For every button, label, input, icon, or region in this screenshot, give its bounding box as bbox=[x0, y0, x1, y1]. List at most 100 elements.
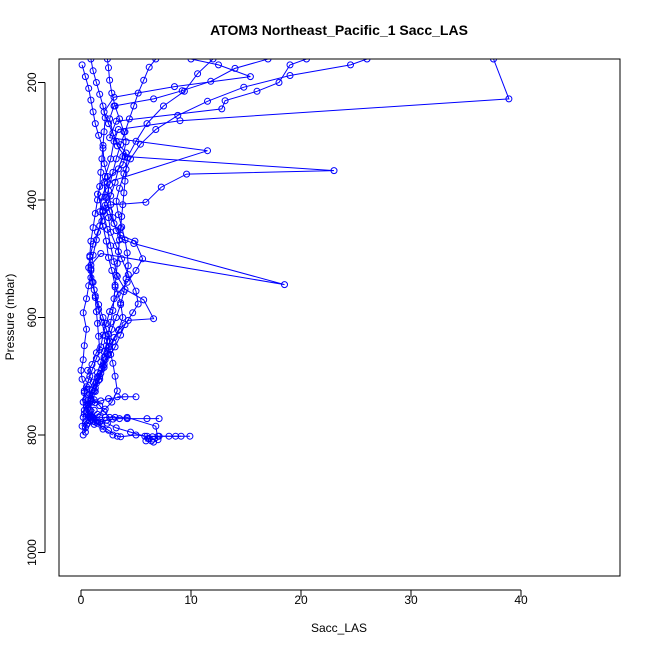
data-point bbox=[108, 89, 116, 97]
data-point bbox=[240, 83, 248, 91]
data-point bbox=[112, 424, 120, 432]
data-point bbox=[97, 168, 105, 176]
data-point bbox=[120, 288, 128, 296]
data-point bbox=[107, 318, 115, 326]
data-point bbox=[90, 420, 98, 428]
data-point bbox=[124, 316, 132, 324]
data-point bbox=[91, 120, 99, 128]
series-line bbox=[84, 59, 118, 433]
data-point bbox=[111, 343, 119, 351]
data-point bbox=[77, 366, 85, 374]
data-point bbox=[109, 307, 117, 314]
chart-title: ATOM3 Northeast_Pacific_1 Sacc_LAS bbox=[210, 22, 468, 38]
data-point bbox=[117, 141, 125, 149]
data-point bbox=[117, 224, 125, 232]
data-point bbox=[107, 192, 115, 200]
y-tick-label: 1000 bbox=[25, 539, 39, 566]
data-point bbox=[99, 425, 107, 433]
data-point bbox=[120, 189, 128, 197]
data-point bbox=[94, 196, 101, 204]
data-point bbox=[160, 102, 167, 110]
data-point bbox=[231, 64, 239, 72]
axes: 0 10 20 30 40 200 400 600 800 1000 bbox=[25, 72, 528, 607]
data-point bbox=[78, 61, 86, 69]
data-point bbox=[95, 332, 103, 340]
data-point bbox=[101, 173, 109, 180]
data-point bbox=[180, 87, 188, 95]
data-point bbox=[99, 141, 107, 149]
data-point bbox=[123, 415, 131, 423]
data-point bbox=[124, 262, 132, 270]
data-point bbox=[113, 432, 121, 440]
data-point bbox=[281, 281, 288, 289]
data-point bbox=[119, 201, 127, 209]
data-point bbox=[80, 342, 88, 350]
data-point bbox=[149, 433, 156, 441]
data-point bbox=[140, 76, 148, 84]
data-point bbox=[99, 314, 107, 321]
data-point bbox=[118, 213, 126, 220]
data-point bbox=[118, 223, 126, 231]
data-point bbox=[140, 296, 148, 304]
data-point bbox=[347, 61, 354, 69]
data-point bbox=[108, 398, 116, 406]
data-point bbox=[98, 155, 106, 163]
data-point bbox=[122, 275, 130, 283]
data-point bbox=[89, 224, 97, 232]
data-point bbox=[183, 170, 191, 178]
x-tick-label: 40 bbox=[514, 593, 528, 607]
data-point bbox=[122, 165, 130, 173]
data-point bbox=[86, 372, 94, 380]
data-point bbox=[108, 325, 116, 333]
data-point bbox=[91, 210, 99, 217]
data-point bbox=[81, 73, 89, 81]
data-point bbox=[78, 422, 86, 430]
data-point bbox=[81, 428, 89, 436]
data-point bbox=[303, 59, 310, 63]
data-point bbox=[155, 432, 163, 440]
data-point bbox=[79, 413, 87, 421]
data-point bbox=[101, 332, 109, 340]
data-point bbox=[142, 198, 150, 206]
data-point bbox=[112, 197, 120, 205]
plot-frame bbox=[58, 58, 621, 577]
data-point bbox=[215, 61, 222, 69]
data-point bbox=[88, 398, 96, 406]
series-line bbox=[81, 59, 127, 427]
y-tick-label: 200 bbox=[25, 72, 39, 92]
data-point bbox=[88, 413, 96, 421]
data-point bbox=[112, 314, 120, 321]
data-point bbox=[96, 183, 104, 190]
data-point bbox=[144, 435, 152, 442]
x-tick-label: 0 bbox=[78, 593, 85, 607]
data-point bbox=[123, 278, 131, 286]
data-point bbox=[99, 207, 107, 215]
y-axis-label: Pressure (mbar) bbox=[3, 274, 17, 361]
data-point bbox=[134, 89, 142, 97]
data-point bbox=[78, 375, 86, 383]
data-point bbox=[105, 214, 112, 222]
data-point bbox=[98, 365, 106, 373]
data-point bbox=[157, 183, 165, 191]
data-point bbox=[79, 398, 87, 406]
data-point bbox=[95, 376, 103, 384]
data-point bbox=[96, 90, 104, 98]
data-point bbox=[143, 120, 151, 128]
data-point bbox=[116, 115, 123, 123]
data-point bbox=[109, 415, 117, 423]
data-point bbox=[330, 167, 338, 175]
data-point bbox=[88, 278, 96, 286]
data-point bbox=[110, 295, 118, 303]
data-point bbox=[106, 346, 114, 354]
data-point bbox=[187, 59, 195, 63]
data-point bbox=[89, 67, 97, 75]
x-axis-label: Sacc_LAS bbox=[311, 621, 367, 635]
data-point bbox=[86, 406, 94, 414]
data-point bbox=[194, 70, 202, 78]
data-point bbox=[121, 321, 129, 329]
data-point bbox=[117, 331, 125, 339]
series-9 bbox=[86, 59, 217, 439]
data-point bbox=[209, 59, 217, 63]
data-point bbox=[97, 250, 105, 257]
data-point bbox=[113, 259, 121, 267]
